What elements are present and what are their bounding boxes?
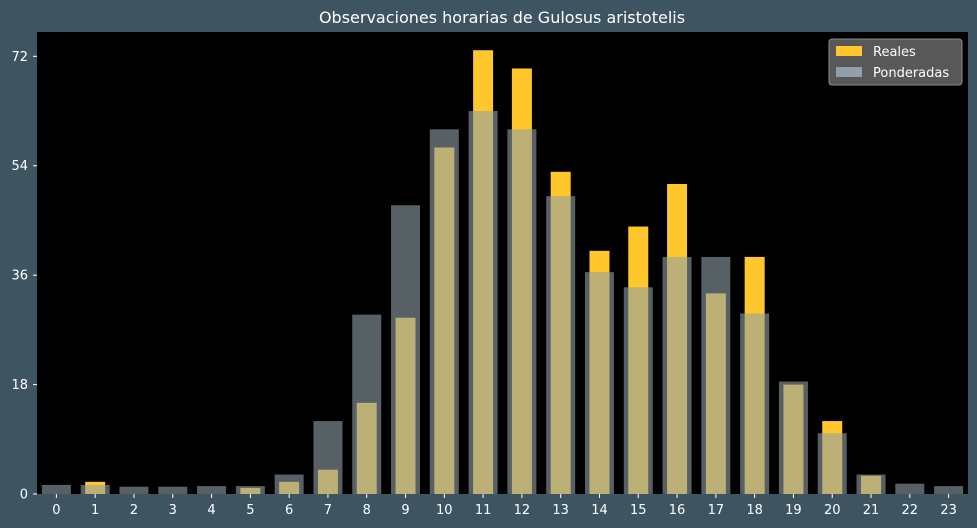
x-tick-label-21: 21 (863, 503, 880, 518)
legend-box (828, 38, 963, 86)
bar-ponderadas-4 (197, 486, 227, 494)
legend-swatch-reales (836, 46, 862, 56)
bar-ponderadas-17 (701, 256, 731, 494)
axes: 0 1 2 3 4 5 6 7 8 9 10 11 12 13 14 15 16 17 18 19 20 21 22 2301… (11, 50, 956, 518)
bar-ponderadas-20 (817, 433, 847, 494)
x-tick-label-5: 5 (246, 503, 254, 518)
y-tick-label-72: 72 (11, 50, 28, 65)
bar-ponderadas-2 (119, 486, 149, 494)
legend-swatch-ponderadas (836, 67, 862, 77)
bar-ponderadas-11 (468, 111, 498, 495)
x-tick-label-9: 9 (401, 503, 409, 518)
y-tick-label-18: 18 (11, 378, 28, 393)
x-tick-label-11: 11 (475, 503, 492, 518)
bar-ponderadas-16 (662, 256, 692, 494)
x-tick-label-16: 16 (669, 503, 686, 518)
x-tick-label-1: 1 (91, 503, 99, 518)
series-ponderadas (41, 111, 964, 495)
bar-ponderadas-0 (41, 484, 71, 494)
bar-ponderadas-22 (895, 483, 925, 494)
chart-title: Observaciones horarias de Gulosus aristo… (319, 8, 685, 27)
bar-ponderadas-3 (158, 486, 188, 494)
x-tick-label-7: 7 (324, 503, 332, 518)
legend-label-ponderadas: Ponderadas (873, 66, 949, 81)
x-tick-label-22: 22 (902, 503, 919, 518)
y-tick-label-54: 54 (11, 159, 28, 174)
bar-ponderadas-1 (80, 484, 110, 494)
x-tick-label-3: 3 (169, 503, 177, 518)
plot-area (37, 32, 968, 494)
legend: Reales Ponderadas (828, 38, 963, 86)
y-tick-label-36: 36 (11, 269, 28, 284)
bar-ponderadas-5 (235, 486, 265, 494)
bar-ponderadas-13 (546, 196, 576, 494)
x-tick-label-15: 15 (630, 503, 647, 518)
x-tick-label-18: 18 (746, 503, 763, 518)
x-tick-label-20: 20 (824, 503, 841, 518)
bar-ponderadas-6 (274, 474, 304, 494)
x-tick-label-12: 12 (514, 503, 531, 518)
bar-ponderadas-12 (507, 129, 537, 494)
x-tick-label-2: 2 (130, 503, 138, 518)
x-tick-label-19: 19 (785, 503, 802, 518)
bar-ponderadas-10 (429, 129, 459, 494)
bar-ponderadas-19 (778, 381, 808, 494)
bar-ponderadas-15 (623, 287, 653, 494)
legend-label-reales: Reales (873, 45, 916, 60)
x-tick-label-0: 0 (52, 503, 60, 518)
x-tick-label-10: 10 (436, 503, 453, 518)
x-tick-label-6: 6 (285, 503, 293, 518)
bar-ponderadas-18 (740, 313, 770, 494)
x-tick-label-17: 17 (708, 503, 725, 518)
x-tick-label-13: 13 (552, 503, 569, 518)
x-tick-label-14: 14 (591, 503, 608, 518)
x-tick-label-4: 4 (207, 503, 215, 518)
x-tick-label-23: 23 (940, 503, 957, 518)
bar-ponderadas-9 (391, 205, 421, 494)
bar-ponderadas-8 (352, 314, 382, 494)
bar-ponderadas-23 (934, 486, 964, 494)
bar-ponderadas-14 (584, 272, 614, 494)
x-tick-label-8: 8 (363, 503, 371, 518)
bar-ponderadas-21 (856, 474, 886, 494)
bar-ponderadas-7 (313, 421, 343, 494)
y-tick-label-0: 0 (20, 488, 28, 503)
